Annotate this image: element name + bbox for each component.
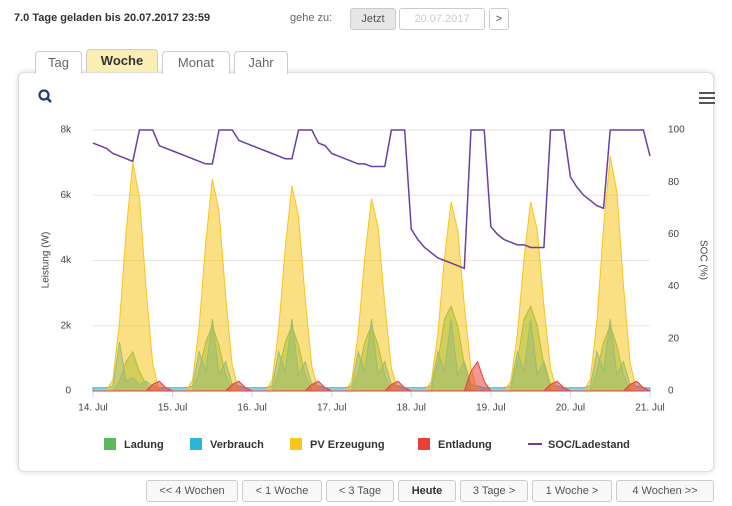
y-tick-label: 6k [60,190,72,201]
nav-button[interactable]: < 3 Tage [326,480,394,502]
legend-item: PV Erzeugung [290,438,385,451]
x-tick-label: 19. Jul [476,403,505,414]
x-tick-label: 17. Jul [317,403,346,414]
legend-item: Entladung [418,438,492,451]
next-button[interactable]: > [489,8,509,30]
nav-button[interactable]: 1 Woche > [532,480,612,502]
chart-panel [18,72,714,472]
legend-item: Verbrauch [190,438,264,451]
y-axis-title: Leistung (W) [41,232,52,289]
y-tick-label: 2k [60,320,72,331]
x-tick-label: 14. Jul [78,403,107,414]
legend-label: Entladung [438,439,492,451]
now-button[interactable]: Jetzt [350,8,396,30]
x-tick-label: 16. Jul [237,403,266,414]
y-tick-label: 4k [60,255,72,266]
legend-label: PV Erzeugung [310,439,385,451]
goto-label: gehe zu: [290,12,333,24]
legend-label: Verbrauch [210,439,264,451]
area [93,156,650,392]
legend-swatch [418,438,430,450]
y2-tick-label: 80 [668,177,680,188]
nav-button[interactable]: 4 Wochen >> [616,480,714,502]
legend-swatch [190,438,202,450]
x-tick-label: 18. Jul [397,403,426,414]
x-tick-label: 21. Jul [635,403,664,414]
x-tick-label: 15. Jul [158,403,187,414]
y2-tick-label: 20 [668,333,680,344]
y2-tick-label: 0 [668,386,674,397]
menu-icon[interactable] [699,92,715,104]
y2-tick-label: 100 [668,125,685,136]
legend-item: SOC/Ladestand [528,439,630,451]
tab[interactable]: Jahr [234,51,288,74]
status-text: 7.0 Tage geladen bis 20.07.2017 23:59 [14,12,211,24]
y2-tick-label: 60 [668,229,680,240]
line [92,129,651,270]
y-tick-label: 8k [60,125,72,136]
legend-label: SOC/Ladestand [548,439,630,451]
y2-tick-label: 40 [668,281,680,292]
x-tick-label: 20. Jul [556,403,585,414]
legend-swatch [290,438,302,450]
nav-button[interactable]: < 1 Woche [242,480,322,502]
tab[interactable]: Tag [35,51,82,74]
nav-button[interactable]: Heute [398,480,456,502]
tab[interactable]: Woche [86,49,158,72]
legend-swatch [104,438,116,450]
nav-button[interactable]: << 4 Wochen [146,480,238,502]
tab[interactable]: Monat [162,51,230,74]
date-input[interactable]: 20.07.2017 [399,8,485,30]
nav-button[interactable]: 3 Tage > [460,480,528,502]
y2-axis-title: SOC (%) [697,240,708,280]
zoom-icon[interactable] [38,89,52,103]
y-tick-label: 0 [65,386,71,397]
area [93,360,651,392]
legend-label: Ladung [124,439,164,451]
legend-item: Ladung [104,438,164,451]
